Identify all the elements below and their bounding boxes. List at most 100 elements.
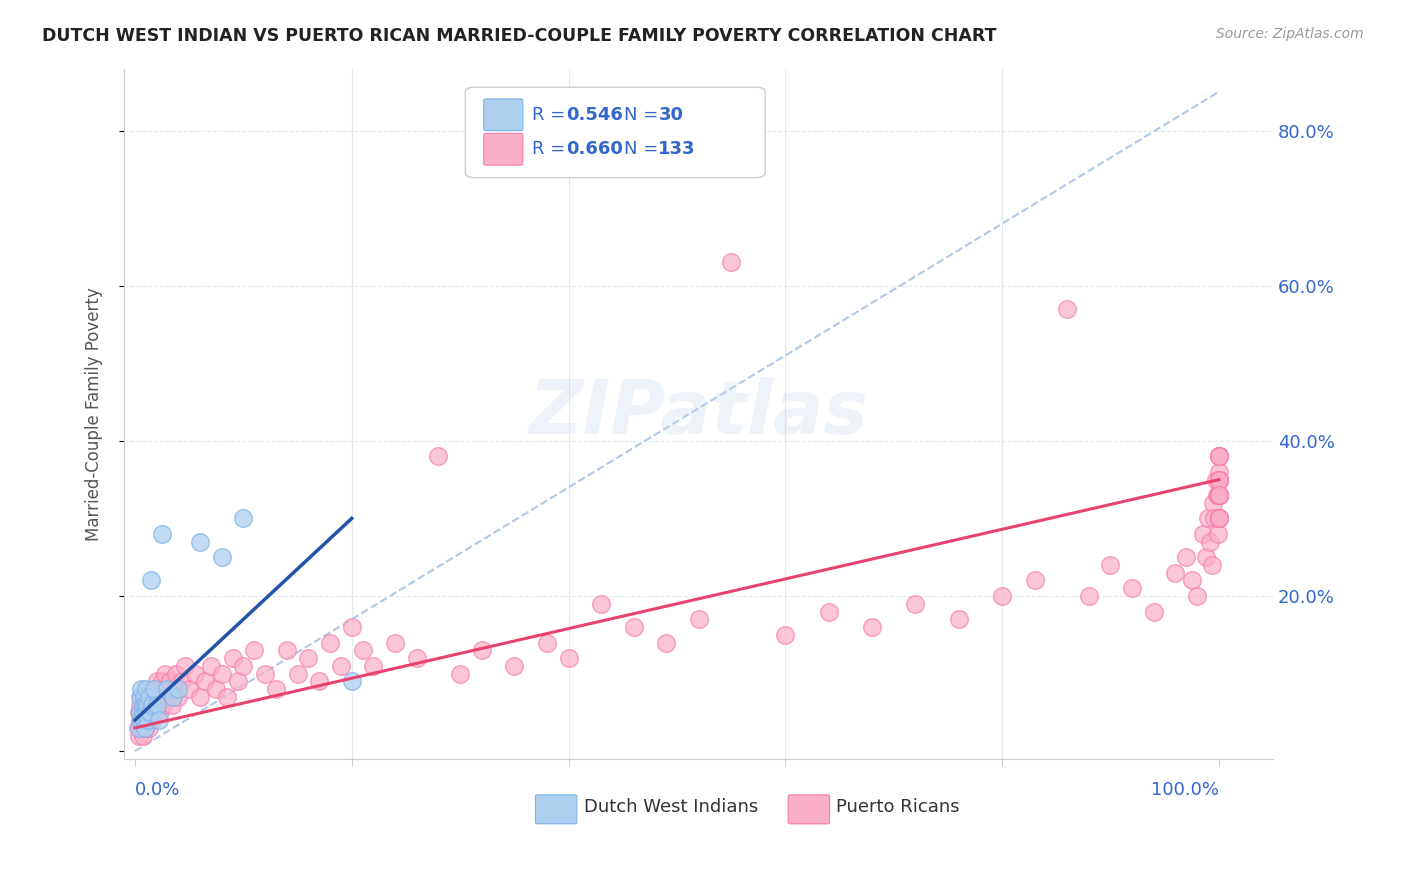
Point — [139, 706, 162, 720]
Point — [1205, 473, 1227, 487]
Point — [1204, 511, 1226, 525]
Point — [991, 589, 1014, 603]
Point — [1024, 574, 1046, 588]
Point — [1175, 550, 1198, 565]
Point — [211, 666, 233, 681]
Point — [1208, 450, 1230, 464]
Point — [329, 658, 352, 673]
Point — [1208, 488, 1230, 502]
Point — [131, 682, 153, 697]
Point — [145, 706, 167, 720]
Text: R =: R = — [531, 106, 571, 124]
Point — [503, 658, 526, 673]
Point — [217, 690, 239, 704]
Point — [1199, 534, 1222, 549]
Point — [141, 713, 163, 727]
Point — [449, 666, 471, 681]
Point — [1208, 488, 1230, 502]
Point — [131, 690, 153, 704]
Point — [1208, 473, 1230, 487]
Point — [688, 612, 710, 626]
Point — [1099, 558, 1122, 572]
Point — [145, 674, 167, 689]
Text: N =: N = — [624, 140, 664, 158]
Point — [167, 682, 190, 697]
Point — [319, 635, 342, 649]
Point — [1208, 473, 1230, 487]
Point — [132, 713, 155, 727]
Point — [129, 690, 152, 704]
Point — [132, 713, 155, 727]
Point — [129, 713, 152, 727]
Point — [297, 651, 319, 665]
Point — [1143, 605, 1166, 619]
Point — [128, 706, 150, 720]
Point — [143, 682, 166, 697]
Point — [135, 706, 157, 720]
Point — [1077, 589, 1099, 603]
Point — [1208, 511, 1230, 525]
Point — [1191, 527, 1213, 541]
Y-axis label: Married-Couple Family Poverty: Married-Couple Family Poverty — [86, 287, 103, 541]
Point — [655, 635, 678, 649]
Point — [127, 721, 149, 735]
Point — [200, 658, 222, 673]
Point — [141, 574, 163, 588]
Point — [149, 690, 172, 704]
Point — [1208, 488, 1230, 502]
Text: 0.0%: 0.0% — [135, 780, 180, 798]
Point — [1208, 450, 1230, 464]
Point — [589, 597, 612, 611]
Point — [904, 597, 927, 611]
Point — [194, 674, 217, 689]
Point — [131, 713, 153, 727]
Point — [427, 450, 450, 464]
Point — [860, 620, 883, 634]
Point — [1164, 566, 1187, 580]
Point — [131, 729, 153, 743]
Point — [1195, 550, 1218, 565]
Point — [131, 706, 153, 720]
Point — [254, 666, 277, 681]
Point — [948, 612, 970, 626]
Point — [146, 698, 169, 712]
Point — [1208, 488, 1230, 502]
Point — [221, 651, 243, 665]
Point — [143, 682, 166, 697]
Point — [135, 706, 157, 720]
Point — [138, 721, 160, 735]
Point — [1208, 473, 1230, 487]
Point — [132, 698, 155, 712]
Point — [1208, 473, 1230, 487]
Point — [384, 635, 406, 649]
Point — [1206, 527, 1229, 541]
Point — [1208, 450, 1230, 464]
Point — [352, 643, 374, 657]
Point — [132, 690, 155, 704]
Point — [1208, 450, 1230, 464]
Point — [276, 643, 298, 657]
Point — [156, 690, 179, 704]
Point — [179, 682, 201, 697]
Point — [128, 721, 150, 735]
Point — [405, 651, 427, 665]
Point — [163, 682, 186, 697]
Point — [145, 690, 167, 704]
Point — [340, 620, 363, 634]
Point — [1208, 473, 1230, 487]
Text: 100.0%: 100.0% — [1152, 780, 1219, 798]
Point — [264, 682, 287, 697]
Point — [135, 682, 157, 697]
Point — [134, 698, 156, 712]
Point — [188, 534, 211, 549]
Point — [135, 690, 157, 704]
Point — [131, 721, 153, 735]
FancyBboxPatch shape — [789, 795, 830, 824]
Point — [775, 628, 797, 642]
Point — [149, 706, 172, 720]
Text: 0.660: 0.660 — [567, 140, 623, 158]
Point — [155, 666, 177, 681]
FancyBboxPatch shape — [536, 795, 576, 824]
Point — [1208, 511, 1230, 525]
Point — [136, 713, 159, 727]
